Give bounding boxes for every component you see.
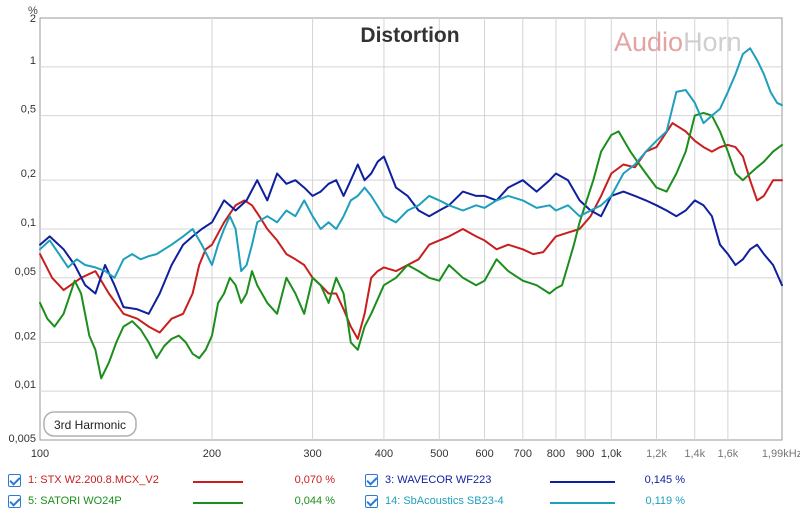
legend-label-stx: 1: STX W2.200.8.MCX_V2 xyxy=(28,474,159,486)
legend-label-sbacoustics: 14: SbAcoustics SB23-4 xyxy=(385,495,504,507)
series-checkbox-sbacoustics[interactable] xyxy=(365,495,378,508)
y-tick-label: 0,05 xyxy=(15,266,36,278)
x-tick-label: 1,99kHz xyxy=(762,448,800,460)
watermark-horn: Horn xyxy=(683,27,742,57)
series-checkbox-satori[interactable] xyxy=(8,495,21,508)
y-tick-label: 0,02 xyxy=(15,330,36,342)
legend-item-stx[interactable]: 1: STX W2.200.8.MCX_V2 0,070 % xyxy=(8,471,358,491)
legend-swatch-satori xyxy=(193,502,243,504)
legend-item-satori[interactable]: 5: SATORI WO24P 0,044 % xyxy=(8,492,358,512)
legend-label-wavecor: 3: WAVECOR WF223 xyxy=(385,474,492,486)
x-tick-label: 700 xyxy=(514,448,532,460)
x-tick-label: 500 xyxy=(430,448,448,460)
y-tick-label: 0,5 xyxy=(21,104,36,116)
x-tick-label: 900 xyxy=(576,448,594,460)
y-axis-unit: % xyxy=(28,5,38,17)
x-tick-label: 400 xyxy=(375,448,393,460)
y-tick-label: 0,005 xyxy=(8,433,36,445)
x-tick-label: 1,6k xyxy=(717,448,738,460)
legend-swatch-stx xyxy=(193,481,243,483)
x-tick-label: 1,2k xyxy=(646,448,667,460)
x-tick-label: 100 xyxy=(31,448,49,460)
x-tick-label: 1,4k xyxy=(684,448,705,460)
chart-title: Distortion xyxy=(360,24,459,47)
y-tick-label: 2 xyxy=(30,13,36,25)
legend-value-stx: 0,070 % xyxy=(294,474,335,486)
x-tick-label: 800 xyxy=(547,448,565,460)
legend-value-satori: 0,044 % xyxy=(294,495,335,507)
series-checkbox-stx[interactable] xyxy=(8,474,21,487)
distortion-chart: 100 200 300 400 500 600 700 800 900 1,0k 1,2k 1,4k 1… xyxy=(8,5,800,460)
watermark-logo: AudioHorn xyxy=(614,27,742,57)
harmonic-label: 3rd Harmonic xyxy=(54,418,126,432)
legend-value-wavecor: 0,145 % xyxy=(644,474,685,486)
series-lines xyxy=(39,47,783,380)
x-tick-label: 600 xyxy=(475,448,493,460)
legend: 1: STX W2.200.8.MCX_V2 0,070 % 5: SATORI… xyxy=(0,462,800,513)
harmonic-label-box xyxy=(43,411,137,437)
y-tick-label: 1 xyxy=(30,55,36,67)
legend-item-sbacoustics[interactable]: 14: SbAcoustics SB23-4 0,119 % xyxy=(365,492,795,512)
series-checkbox-wavecor[interactable] xyxy=(365,474,378,487)
x-tick-labels: 100 200 300 400 500 600 700 800 900 1,0k 1,2k 1,4k 1… xyxy=(31,448,800,460)
series-line-2 xyxy=(39,111,783,380)
legend-value-sbacoustics: 0,119 % xyxy=(645,495,685,507)
legend-label-satori: 5: SATORI WO24P xyxy=(28,495,122,507)
x-tick-label: 200 xyxy=(203,448,221,460)
legend-swatch-wavecor xyxy=(550,481,615,483)
legend-swatch-sbacoustics xyxy=(550,502,615,504)
series-line-1 xyxy=(39,155,783,315)
grid xyxy=(40,18,782,440)
x-tick-label: 300 xyxy=(303,448,321,460)
y-tick-label: 0,1 xyxy=(21,217,36,229)
y-tick-labels: 2 1 0,5 0,2 0,1 0,05 0,02 0,01 0,005 xyxy=(8,13,36,445)
watermark-audio: Audio xyxy=(614,27,683,57)
y-tick-label: 0,2 xyxy=(21,168,36,180)
x-tick-label: 1,0k xyxy=(601,448,622,460)
series-line-3 xyxy=(39,47,783,279)
y-tick-label: 0,01 xyxy=(15,379,36,391)
series-line-0 xyxy=(39,122,783,340)
legend-item-wavecor[interactable]: 3: WAVECOR WF223 0,145 % xyxy=(365,471,795,491)
